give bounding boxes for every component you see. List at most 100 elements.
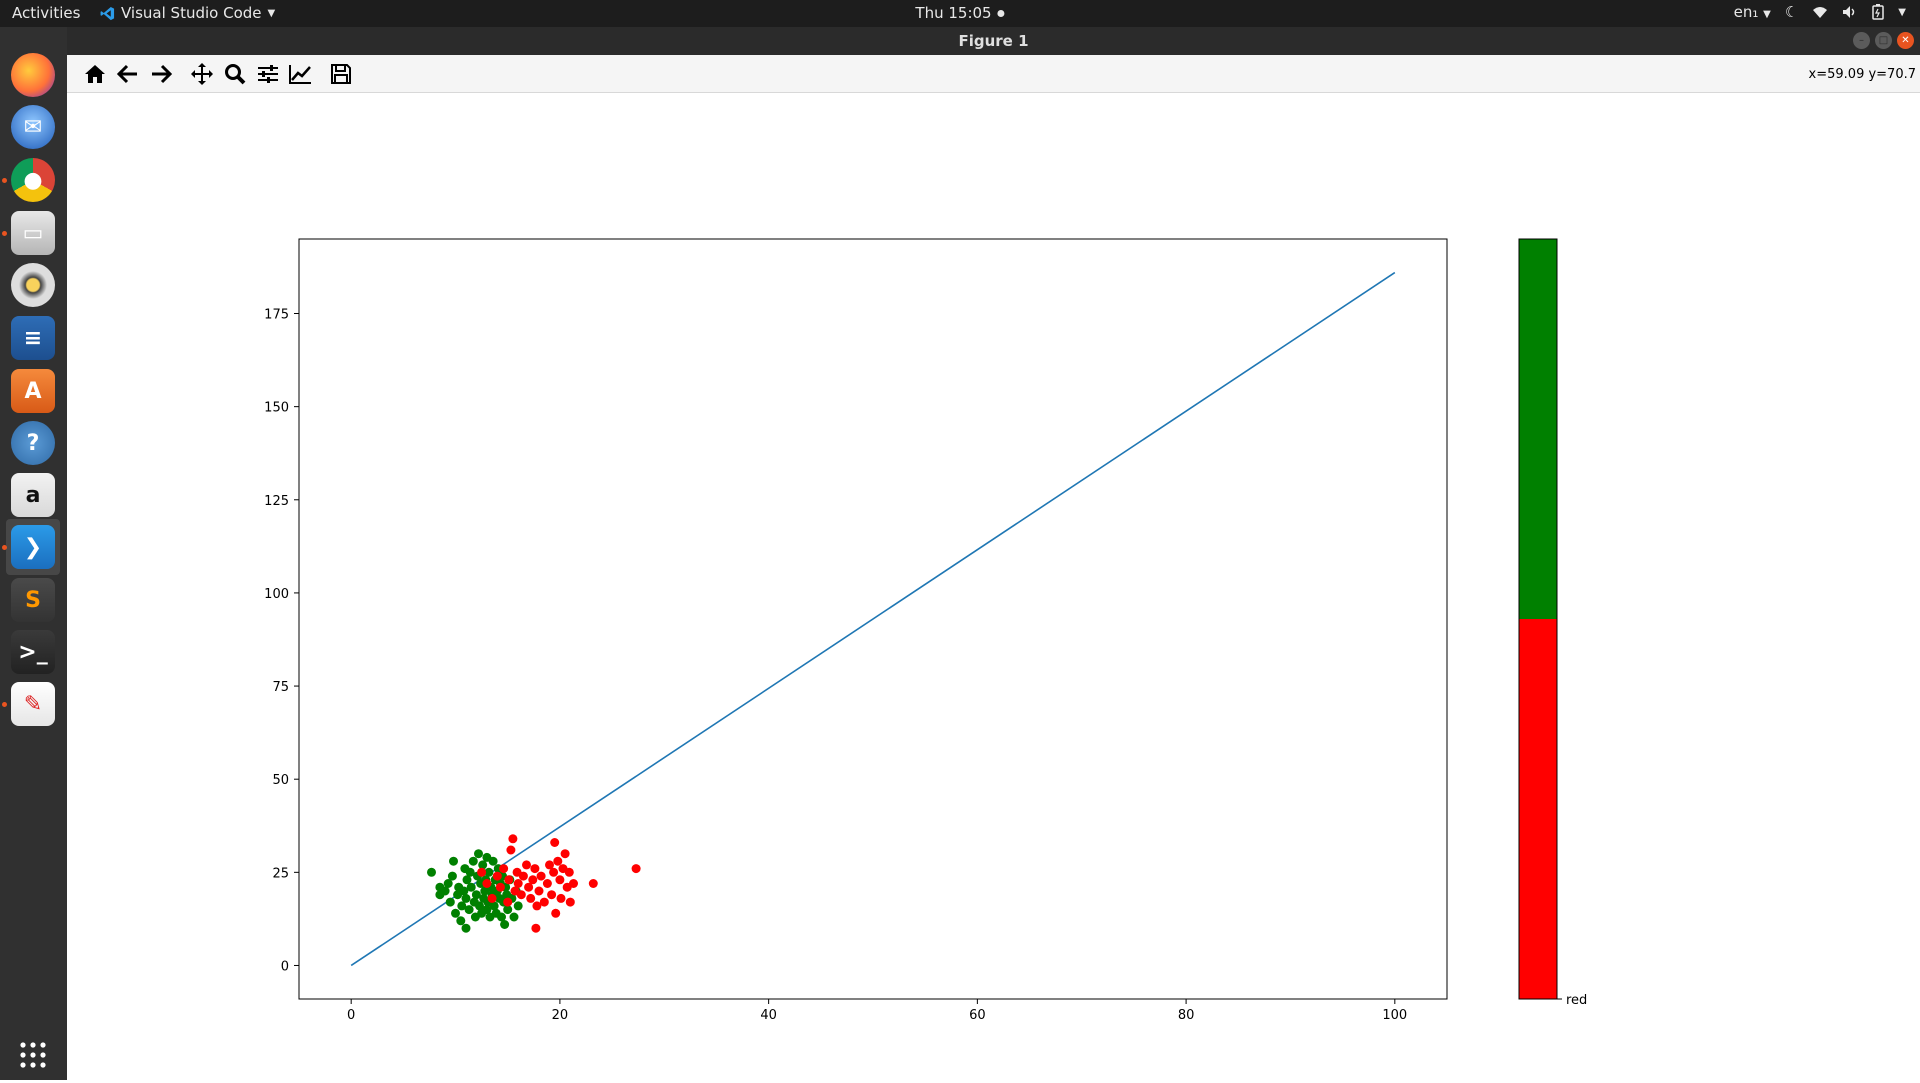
- dock-item-libreoffice-writer[interactable]: ≡: [6, 310, 60, 366]
- edit-axis-icon: [289, 65, 311, 84]
- app-menu[interactable]: Visual Studio Code ▼: [100, 4, 275, 22]
- back-icon: [117, 64, 137, 84]
- scatter-point-red: [534, 886, 544, 896]
- dock-item-chrome[interactable]: ●: [6, 152, 60, 208]
- scatter-point-red: [482, 879, 492, 888]
- dock-item-show-apps[interactable]: [6, 1027, 60, 1083]
- dock-item-terminal[interactable]: >_: [6, 624, 60, 680]
- dock-item-files[interactable]: ▭: [6, 205, 60, 261]
- dock-item-amazon[interactable]: a: [6, 467, 60, 523]
- figure-window: Figure 1 – □ ✕ x=59.09 y=7: [67, 27, 1920, 1080]
- x-tick-label: 0: [347, 1008, 355, 1023]
- scatter-point-red: [477, 867, 487, 877]
- matplotlib-toolbar: x=59.09 y=70.7: [67, 55, 1920, 93]
- scatter-point-red: [536, 871, 546, 881]
- y-tick-label: 150: [264, 401, 289, 416]
- zoom-button[interactable]: [222, 62, 248, 86]
- dock-item-thunderbird[interactable]: ✉: [6, 99, 60, 155]
- window-titlebar[interactable]: Figure 1 – □ ✕: [67, 27, 1920, 55]
- minimize-icon[interactable]: –: [1853, 32, 1870, 49]
- save-icon: [331, 64, 351, 84]
- scatter-point-green: [445, 897, 455, 907]
- x-tick-label: 80: [1178, 1008, 1195, 1023]
- y-tick-label: 125: [264, 494, 289, 509]
- scatter-point-red: [631, 864, 641, 874]
- scatter-point-green: [500, 920, 510, 929]
- maximize-icon[interactable]: □: [1875, 32, 1892, 49]
- pan-button[interactable]: [189, 62, 215, 86]
- thunderbird-icon: ✉: [11, 105, 55, 149]
- y-tick-label: 50: [272, 773, 289, 788]
- configure-subplots-button[interactable]: [255, 62, 281, 86]
- scatter-point-green: [466, 882, 476, 892]
- dock-item-firefox[interactable]: [6, 47, 60, 103]
- scatter-point-green: [464, 905, 474, 915]
- scatter-point-red: [542, 879, 552, 888]
- scatter-point-green: [459, 886, 469, 896]
- help-icon: ?: [11, 421, 55, 465]
- chevron-down-icon: ▼: [1763, 9, 1771, 20]
- language-label: en₁: [1733, 3, 1759, 21]
- dock-item-software-center[interactable]: A: [6, 363, 60, 419]
- scatter-point-green: [475, 901, 484, 911]
- scatter-point-red: [539, 897, 549, 907]
- scatter-point-red: [556, 893, 566, 903]
- figure-canvas[interactable]: 0 20 40 60 80 100 0 25 50 75 100 125 150 175 red: [67, 93, 1920, 1080]
- home-button[interactable]: [82, 62, 108, 86]
- show-apps-icon: [11, 1033, 55, 1077]
- language-indicator[interactable]: en₁ ▼: [1734, 3, 1771, 21]
- night-light-icon: ☾: [1784, 3, 1799, 21]
- colorbar-frame: [1518, 238, 1558, 1000]
- scatter-point-red: [550, 838, 560, 847]
- scatter-point-green: [457, 901, 467, 911]
- scatter-point-green: [484, 867, 494, 877]
- scatter-point-red: [564, 867, 574, 877]
- vscode-icon: ❯: [11, 525, 55, 569]
- chevron-down-icon: ▼: [267, 7, 276, 19]
- running-indicator: [2, 702, 7, 707]
- scatter-point-green: [488, 856, 498, 866]
- scatter-point-green: [478, 860, 488, 870]
- scatter-point-red: [487, 893, 497, 903]
- scatter-point-red: [549, 867, 559, 877]
- scatter-point-red: [553, 856, 563, 866]
- colorbar-axes: red: [1518, 238, 1587, 1008]
- firefox-icon: [11, 53, 55, 97]
- zoom-icon: [225, 64, 246, 85]
- activities-button[interactable]: Activities: [12, 4, 81, 22]
- scatter-point-red: [545, 860, 554, 870]
- scatter-point-green: [451, 908, 460, 918]
- dock-item-rhythmbox[interactable]: [6, 257, 60, 313]
- running-indicator: [2, 231, 7, 236]
- configure-subplots-icon: [258, 65, 278, 83]
- scatter-point-green: [462, 875, 472, 885]
- x-tick-label: 20: [552, 1008, 569, 1023]
- back-button[interactable]: [115, 62, 141, 86]
- scatter-point-red: [492, 871, 502, 881]
- forward-button[interactable]: [148, 62, 174, 86]
- scatter-point-red: [526, 893, 536, 903]
- scatter-point-green: [447, 871, 457, 881]
- scatter-point-green: [489, 901, 499, 911]
- scatter-point-red: [518, 871, 528, 881]
- system-tray[interactable]: en₁ ▼ ☾ ▼: [1734, 3, 1906, 21]
- dock-item-help[interactable]: ?: [6, 415, 60, 471]
- clock[interactable]: Thu 15:05: [915, 4, 1005, 22]
- dock: ✉ ● ▭ ≡ A? a ❯ S >_ ✎: [0, 27, 67, 1080]
- scatter-point-red: [560, 849, 570, 859]
- dock-item-document-viewer[interactable]: ✎: [6, 676, 60, 732]
- amazon-icon: a: [11, 473, 55, 517]
- notification-dot-icon: [997, 9, 1005, 17]
- dock-item-sublime-text[interactable]: S: [6, 572, 60, 628]
- close-icon[interactable]: ✕: [1897, 32, 1914, 49]
- edit-axis-button[interactable]: [287, 62, 313, 86]
- sublime-text-icon: S: [11, 578, 55, 622]
- dock-item-vscode[interactable]: ❯: [6, 519, 60, 575]
- running-indicator: [2, 178, 7, 183]
- scatter-point-green: [440, 886, 450, 896]
- y-tick-label: 25: [272, 866, 289, 881]
- scatter-point-green: [461, 923, 471, 933]
- running-indicator: [2, 545, 7, 550]
- save-button[interactable]: [328, 62, 354, 86]
- scatter-point-red: [528, 875, 538, 885]
